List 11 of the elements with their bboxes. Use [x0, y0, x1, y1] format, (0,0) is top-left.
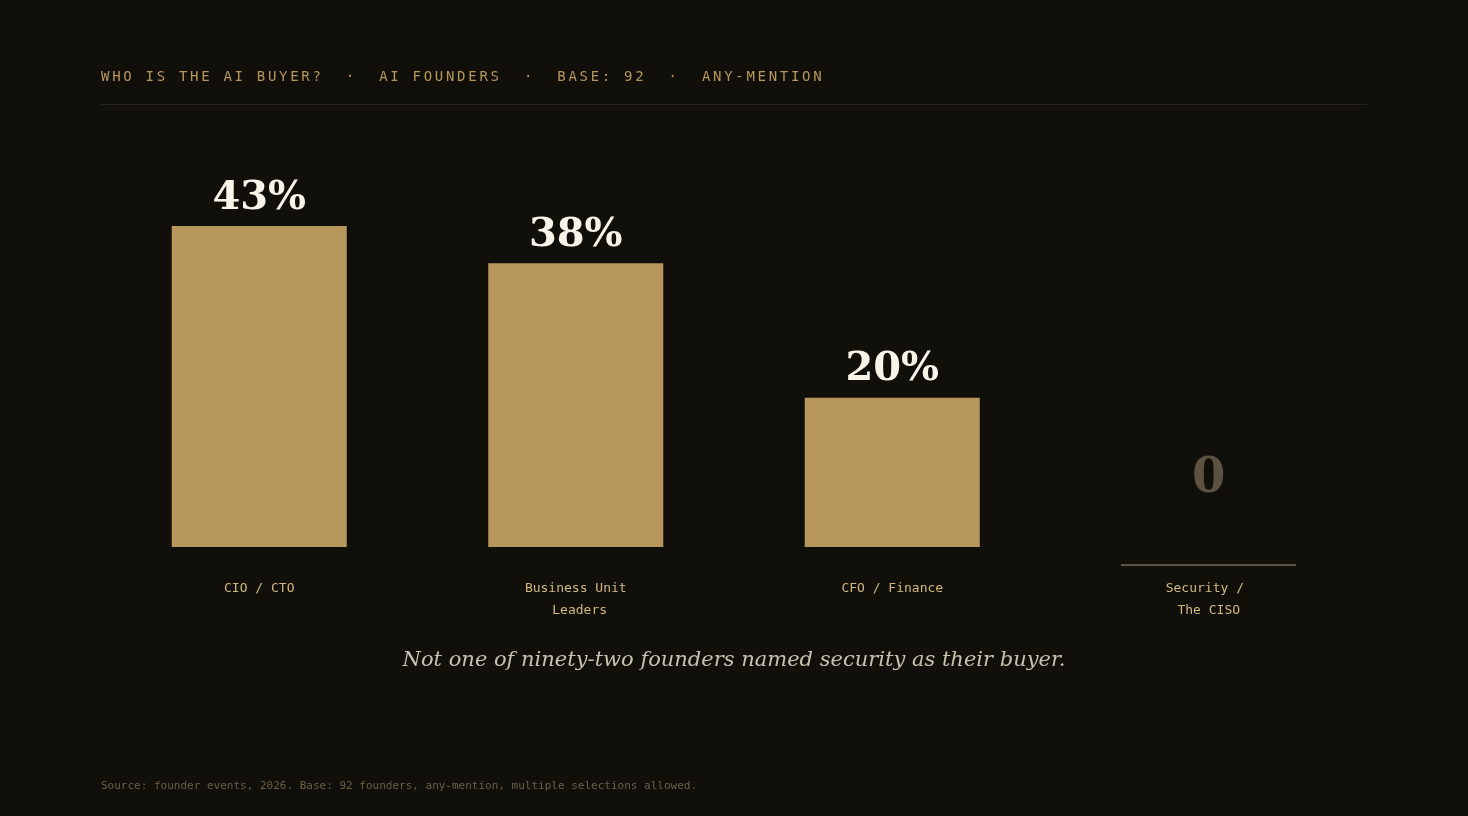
- data-label: 43%: [212, 170, 307, 218]
- x-tick-label: CIO / CTO: [224, 579, 295, 595]
- source-note: Source: founder events, 2026. Base: 92 founders, any-mention, multiple selections allowed.: [101, 778, 698, 794]
- x-tick-label: CFO / Finance: [841, 579, 944, 595]
- x-tick-label: Security / The CISO: [1165, 579, 1252, 617]
- x-tick-label: Business Unit Leaders: [524, 579, 627, 617]
- text: Not one of ninety-two founders named security as their buyer.: [401, 646, 1067, 673]
- chart-title: WHO IS THE AI BUYER? · AI FOUNDERS · BASE: 92 · ANY-MENTION: [101, 67, 825, 86]
- data-label: 38%: [528, 207, 623, 255]
- data-label: 0: [1192, 447, 1226, 503]
- data-label: 20%: [845, 342, 940, 390]
